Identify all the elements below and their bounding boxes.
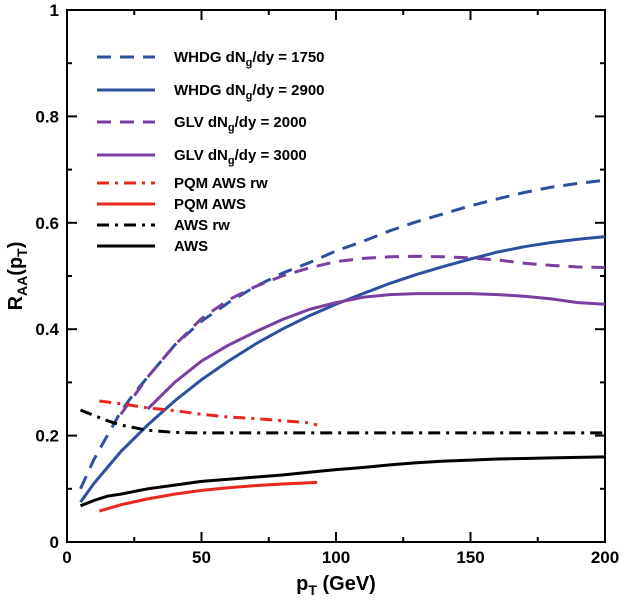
series-line-3: [146, 292, 606, 411]
x-axis-title: pT (GeV): [296, 573, 376, 598]
legend-label: GLV dNg/dy = 2000: [174, 114, 307, 134]
legend-label: PQM AWS rw: [174, 175, 268, 192]
y-tick-label: 0.4: [35, 320, 59, 339]
series-lines: [79, 178, 606, 513]
series-line-5: [98, 480, 318, 513]
legend: WHDG dNg/dy = 1750 WHDG dNg/dy = 2900 GLV …: [97, 49, 325, 255]
y-axis-title: RAA(pT): [5, 242, 30, 311]
y-tick-label: 1: [50, 1, 59, 20]
x-tick-label: 150: [456, 548, 484, 567]
y-tick-label: 0: [50, 533, 59, 552]
legend-label: AWS: [174, 238, 208, 255]
legend-label: WHDG dNg/dy = 1750: [174, 49, 325, 69]
series-line-0: [79, 178, 606, 490]
legend-label: AWS rw: [174, 217, 230, 234]
series-line-7: [79, 455, 606, 508]
legend-label: WHDG dNg/dy = 2900: [174, 82, 325, 102]
y-tick-label: 0.8: [35, 107, 59, 126]
series-line-6: [79, 408, 605, 435]
axis-ticks: 0 50 100 150 200 0 0.2 0.4 0.6 0.8 1: [35, 1, 619, 567]
legend-label: GLV dNg/dy = 3000: [174, 147, 307, 167]
y-tick-label: 0.6: [35, 214, 59, 233]
series-line-4: [99, 399, 318, 427]
series-line-2: [119, 254, 606, 416]
series-line-1: [79, 235, 606, 503]
y-tick-label: 0.2: [35, 427, 59, 446]
x-tick-label: 0: [62, 548, 71, 567]
x-tick-label: 50: [192, 548, 211, 567]
x-tick-label: 100: [322, 548, 350, 567]
legend-label: PQM AWS: [174, 196, 246, 213]
x-tick-label: 200: [591, 548, 619, 567]
